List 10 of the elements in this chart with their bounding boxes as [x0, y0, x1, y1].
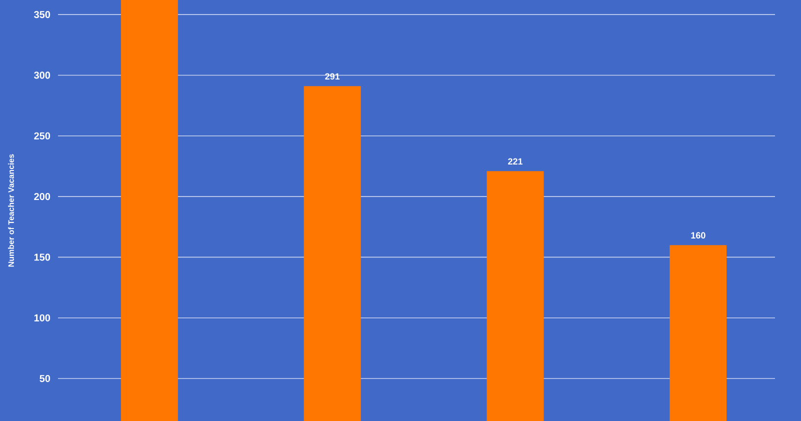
y-tick-label: 150	[34, 254, 50, 261]
y-tick-label: 250	[34, 132, 50, 140]
y-tick-label: 200	[34, 193, 50, 200]
data-label: 160	[691, 232, 706, 239]
data-label: 221	[508, 158, 523, 165]
y-tick-label: 300	[34, 72, 50, 79]
y-tick-label: 100	[34, 314, 50, 322]
y-axis-title: Number of Teacher Vacancies	[8, 154, 14, 267]
y-tick-label: 350	[34, 11, 50, 18]
y-tick-label: 50	[40, 375, 50, 382]
